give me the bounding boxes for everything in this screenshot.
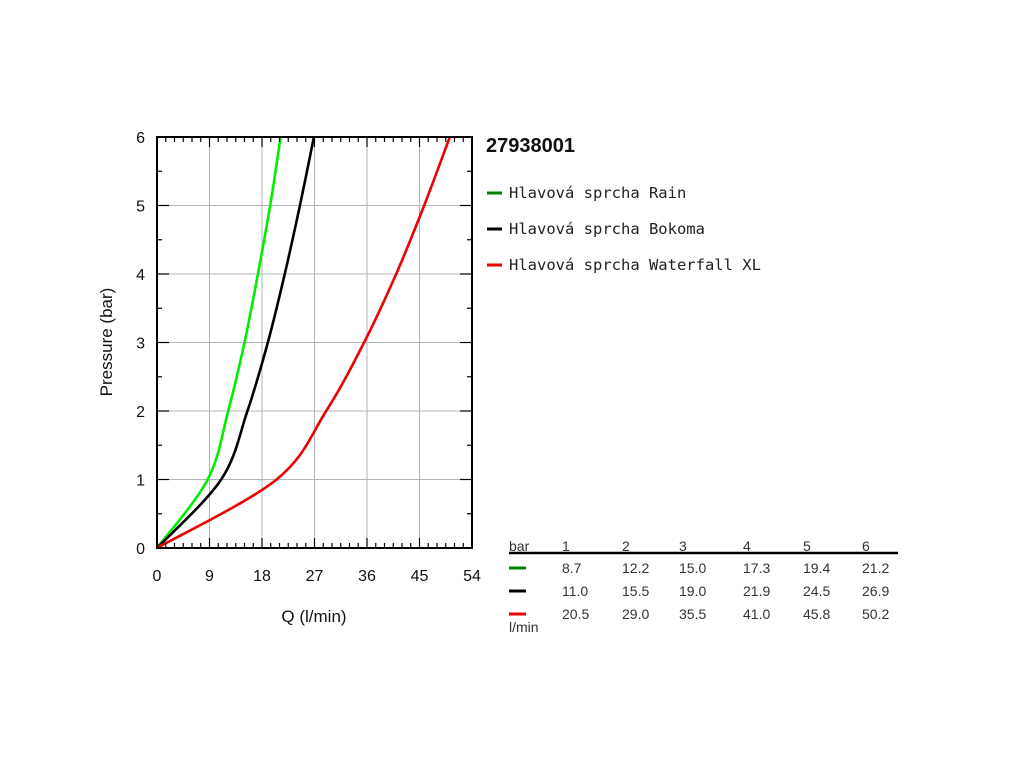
legend: Hlavová sprcha Rain Hlavová sprcha Bokoma… [487, 184, 761, 274]
y-tick-label: 5 [136, 199, 145, 216]
grid-lines [157, 137, 472, 548]
table-cell: 12.2 [622, 560, 649, 576]
table-cell: 45.8 [803, 606, 830, 622]
x-tick-label: 45 [411, 568, 429, 585]
series-line-1 [155, 136, 282, 549]
y-tick-label: 2 [136, 404, 145, 421]
y-tick-label: 3 [136, 336, 145, 353]
y-tick-label: 1 [136, 473, 145, 490]
table-cell: 41.0 [743, 606, 770, 622]
table-column-header: 5 [803, 538, 811, 554]
table-cell: 17.3 [743, 560, 770, 576]
legend-label-1: Hlavová sprcha Rain [509, 184, 686, 202]
table-cell: 20.5 [562, 606, 589, 622]
data-table: bar 1 2 3 4 5 6 8.7 12.2 15.0 17.3 19.4 21.2 11.0 15.5… [509, 538, 898, 635]
table-header-unit: bar [509, 538, 530, 554]
table-cell: 35.5 [679, 606, 706, 622]
y-tick-label: 0 [136, 541, 145, 558]
chart-title: 27938001 [486, 135, 575, 157]
x-axis-title: Q (l/min) [281, 607, 346, 626]
table-column-header: 2 [622, 538, 630, 554]
series-lines [155, 136, 452, 550]
table-cell: 21.9 [743, 583, 770, 599]
x-tick-label: 18 [253, 568, 271, 585]
y-tick-label: 4 [136, 267, 145, 284]
x-tick-label: 36 [358, 568, 376, 585]
table-cell: 24.5 [803, 583, 830, 599]
table-cell: 8.7 [562, 560, 582, 576]
table-cell: 50.2 [862, 606, 889, 622]
table-cell: 15.5 [622, 583, 649, 599]
table-column-header: 6 [862, 538, 870, 554]
x-tick-label: 27 [306, 568, 324, 585]
series-line-2 [156, 136, 316, 549]
series-line-3 [156, 136, 452, 550]
x-tick-label: 9 [205, 568, 214, 585]
x-tick-label: 54 [463, 568, 481, 585]
table-column-header: 4 [743, 538, 751, 554]
y-tick-label: 6 [136, 130, 145, 147]
table-column-header: 1 [562, 538, 570, 554]
x-tick-label: 0 [153, 568, 162, 585]
table-cell: 29.0 [622, 606, 649, 622]
table-unit-label: l/min [509, 619, 539, 635]
legend-label-2: Hlavová sprcha Bokoma [509, 220, 705, 238]
table-cell: 26.9 [862, 583, 889, 599]
table-cell: 11.0 [562, 583, 588, 599]
table-column-header: 3 [679, 538, 687, 554]
table-cell: 15.0 [679, 560, 706, 576]
table-cell: 21.2 [862, 560, 889, 576]
table-cell: 19.4 [803, 560, 830, 576]
legend-label-3: Hlavová sprcha Waterfall XL [509, 256, 761, 274]
table-cell: 19.0 [679, 583, 706, 599]
y-axis-title: Pressure (bar) [97, 288, 116, 397]
